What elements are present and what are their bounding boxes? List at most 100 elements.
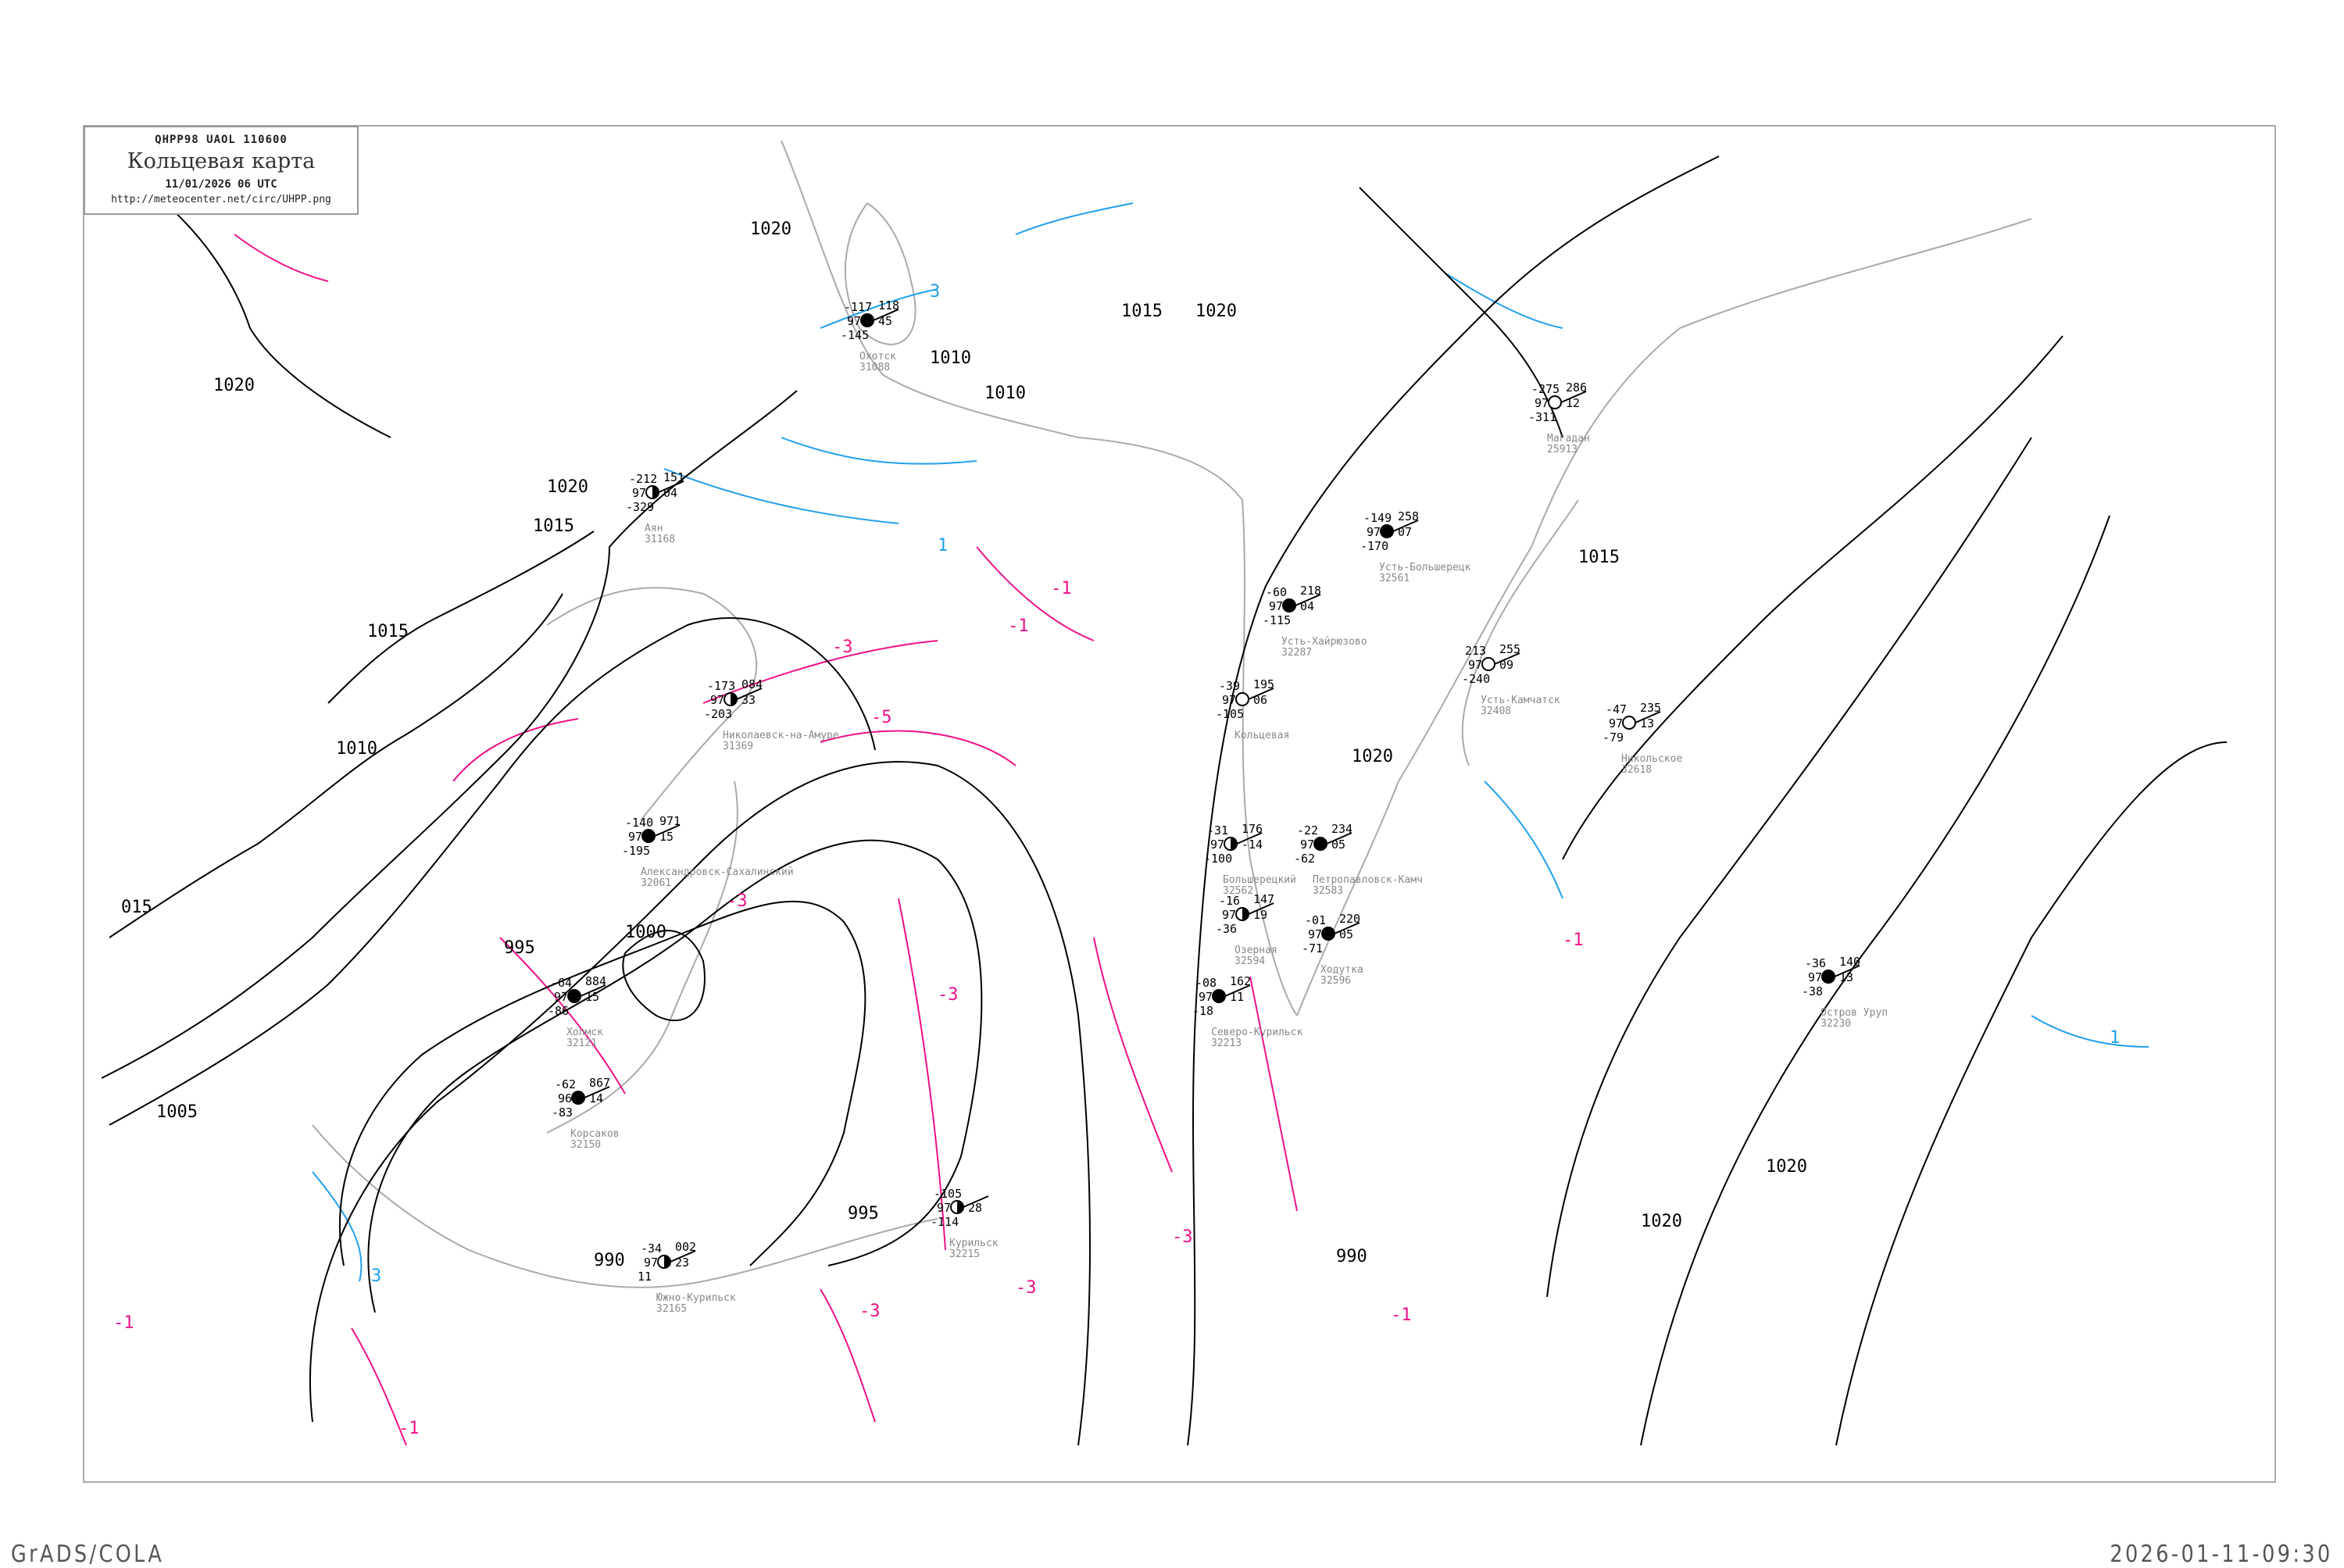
map-frame [83,125,2276,1483]
station-pressure: 002 [675,1240,696,1254]
station-dewpoint: -203 [704,707,732,721]
station-visibility: 97 [1535,396,1549,410]
isobar-13 [327,530,595,704]
station-name: Усть-Камчатск [1481,695,1560,706]
station-temperature: -08 [1195,976,1217,990]
station-name: Охотск [859,351,896,363]
isotherm-label: -5 [871,708,892,727]
station-visibility: 97 [1808,970,1822,984]
isobar-label: 1020 [1641,1212,1682,1231]
station-visibility: 97 [710,693,724,707]
station-visibility: 97 [1222,693,1236,707]
isobar-label: 1020 [213,376,255,395]
station-dewpoint: -79 [1603,730,1624,745]
coastline-3 [546,780,738,1134]
isobar-label: 990 [594,1251,625,1270]
isobar-2 [109,593,563,938]
station-visibility: 97 [1300,838,1314,852]
station-tendency: 05 [1339,927,1353,941]
wind-barb-icon [670,1250,696,1263]
cloud-cover-icon [1548,395,1562,409]
isobar-label: 1020 [1766,1157,1807,1177]
cloud-cover-icon [567,989,581,1003]
station-tendency: 14 [589,1091,603,1105]
isotherm-negative-7 [351,1327,407,1446]
station-visibility: 97 [644,1255,658,1270]
station-pressure: 234 [1331,822,1352,836]
isotherm-label: -3 [859,1302,881,1321]
station-dewpoint: -100 [1204,852,1232,866]
station-visibility: 97 [1222,908,1236,922]
station-pressure: 971 [659,814,681,828]
wind-barb-icon [963,1195,989,1208]
map-url[interactable]: http://meteocenter.net/circ/UHPP.png [111,194,331,205]
isotherm-label: -3 [832,638,853,657]
cloud-cover-icon [1481,657,1495,671]
station-name: Аян [645,523,663,534]
station-tendency: 05 [1331,838,1345,852]
isotherm-label: 3 [371,1266,381,1286]
station-visibility: 97 [1210,838,1224,852]
station-id: 32230 [1821,1018,1851,1030]
station-temperature: -39 [1219,679,1240,693]
station-id: 31168 [645,534,675,545]
station-id: 32121 [566,1038,597,1049]
coastline-0 [781,140,1298,1016]
half-cloud-icon [731,693,737,705]
station-tendency: 28 [968,1201,982,1215]
station-dewpoint: -240 [1462,672,1490,686]
station-pressure: 118 [878,298,899,313]
wind-barb-icon [580,984,606,997]
half-cloud-icon [652,486,659,498]
isotherm-negative-2 [820,730,1017,766]
station-visibility: 97 [554,990,568,1004]
isotherms [234,202,2149,1446]
coastline-5 [1461,499,1579,766]
station-pressure: 151 [663,470,684,484]
cloud-cover-icon [1622,716,1636,730]
wind-barb-icon [1494,652,1520,665]
station-tendency: 45 [878,314,892,328]
coastline-4 [312,1124,938,1288]
station-temperature: -34 [641,1241,662,1255]
station-pressure: 084 [741,677,763,691]
isobar-label: 1010 [930,348,971,368]
isotherm-label: -1 [113,1313,134,1333]
isotherm-positive-7 [663,468,899,524]
station-dewpoint: -170 [1360,539,1388,553]
isotherm-negative-8 [234,234,329,282]
station-visibility: 97 [1199,990,1213,1004]
isotherm-negative-9 [1249,976,1298,1212]
cloud-cover-icon [1380,524,1394,538]
station-tendency: 15 [585,990,599,1004]
isobar-label: 1020 [1352,747,1393,766]
isotherm-label: 3 [930,282,940,302]
cloud-cover-icon [641,829,656,843]
station-temperature: -60 [1266,585,1287,599]
isobar-label: 1015 [367,622,409,641]
station-id: 31369 [723,741,753,752]
isobar-6 [622,930,706,1022]
station-pressure: 140 [1839,955,1860,969]
